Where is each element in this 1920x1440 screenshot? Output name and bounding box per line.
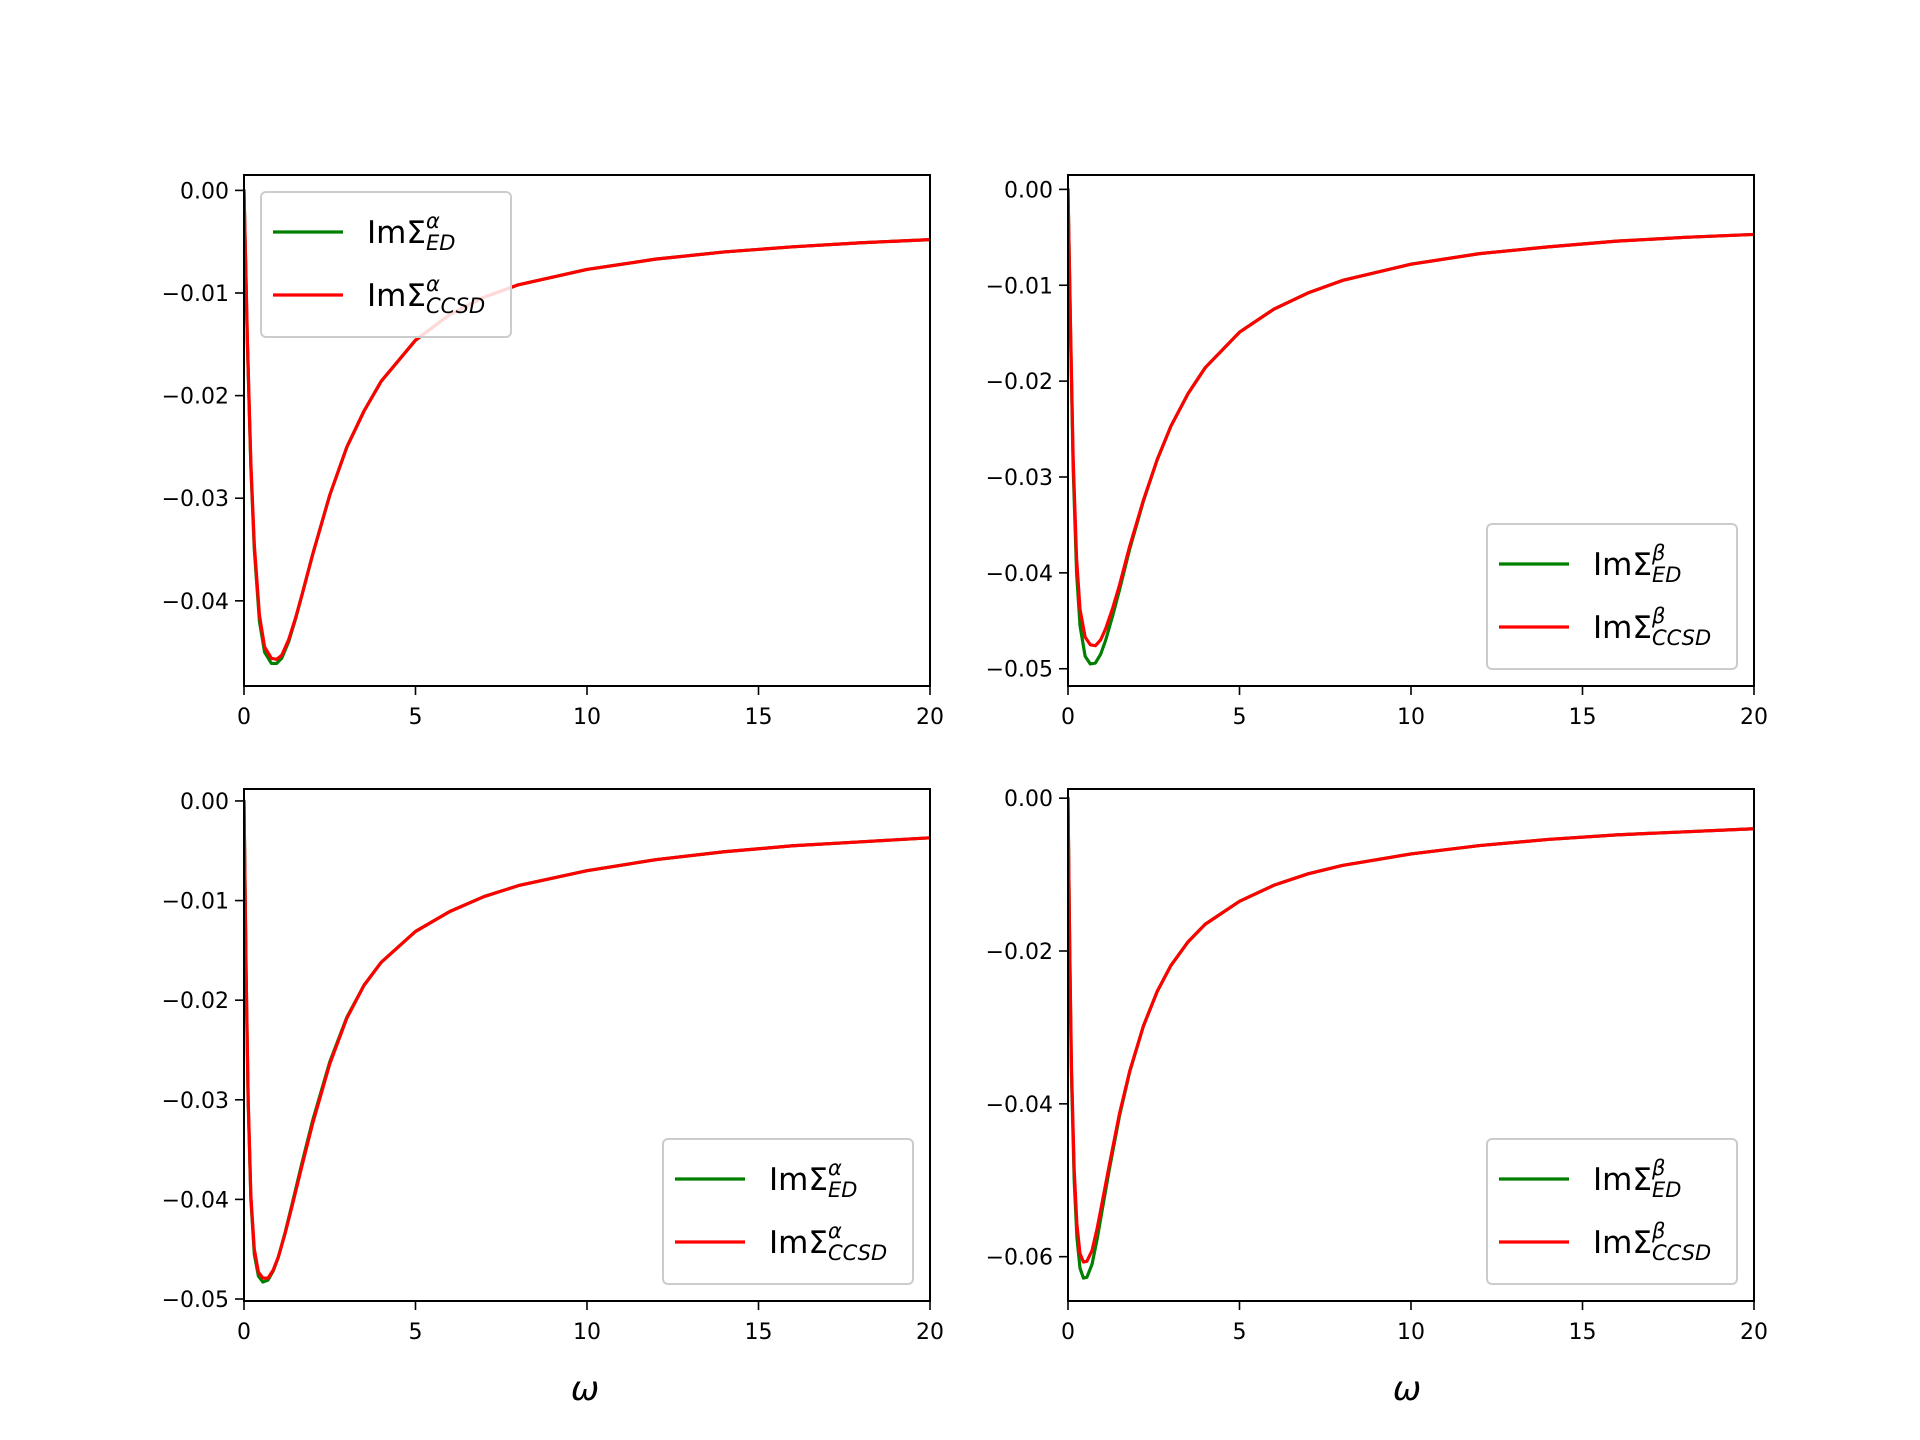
x-tick-label: 0 <box>237 705 251 730</box>
legend: ImΣα ED ImΣα CCSD <box>662 1138 914 1285</box>
y-tick-label: −0.06 <box>986 1246 1053 1271</box>
legend-entry: ImΣα ED <box>769 1156 857 1202</box>
legend-box <box>1486 523 1738 670</box>
legend: ImΣβ ED ImΣβ CCSD <box>1486 1138 1738 1285</box>
subplot-top-right: 0 5 10 15 20 0.00 −0.01 −0.02 −0.03 −0.04 −0.05 ImΣ… <box>986 174 1768 730</box>
x-tick-label: 0 <box>237 1320 251 1345</box>
x-axis-label: ω <box>1393 1369 1421 1409</box>
y-tick-label: −0.01 <box>162 282 229 307</box>
series-line-ccsd <box>244 188 930 661</box>
x-tick-label: 5 <box>1233 705 1247 730</box>
y-tick-label: −0.02 <box>162 989 229 1014</box>
x-tick-label: 20 <box>1740 1320 1768 1345</box>
series-line-ccsd <box>244 799 930 1280</box>
x-tick-label: 10 <box>1397 705 1425 730</box>
legend-box <box>1486 1138 1738 1285</box>
subplot-bottom-right: 0 5 10 15 20 0.00 −0.02 −0.04 −0.06 ImΣβ ED ImΣβ CCS… <box>986 787 1768 1345</box>
y-tick-label: −0.05 <box>162 1288 229 1313</box>
y-tick-label: −0.02 <box>986 370 1053 395</box>
x-tick-label: 10 <box>573 1320 601 1345</box>
legend-entry: ImΣβ CCSD <box>1593 1219 1711 1265</box>
legend-entry: ImΣβ CCSD <box>1593 604 1711 650</box>
legend-entry: ImΣα CCSD <box>367 272 485 318</box>
y-tick-label: −0.05 <box>986 658 1053 683</box>
y-tick-label: −0.03 <box>986 466 1053 491</box>
x-tick-label: 10 <box>1397 1320 1425 1345</box>
legend: ImΣα ED ImΣα CCSD <box>260 191 512 338</box>
series-line-ccsd <box>1068 187 1754 648</box>
y-tick-label: 0.00 <box>1004 178 1053 203</box>
y-tick-label: −0.04 <box>162 1188 229 1213</box>
legend-entry: ImΣβ ED <box>1593 541 1681 587</box>
x-tick-label: 5 <box>1233 1320 1247 1345</box>
x-tick-label: 15 <box>745 705 773 730</box>
y-tick-label: −0.04 <box>162 590 229 615</box>
x-tick-label: 15 <box>1569 705 1597 730</box>
y-tick-label: −0.01 <box>986 274 1053 299</box>
y-tick-label: 0.00 <box>1004 787 1053 812</box>
y-tick-label: −0.02 <box>986 940 1053 965</box>
y-tick-label: −0.01 <box>162 890 229 915</box>
legend-entry: ImΣα ED <box>367 209 455 255</box>
x-tick-label: 20 <box>916 705 944 730</box>
x-tick-label: 5 <box>409 1320 423 1345</box>
series-line-ccsd <box>1068 796 1754 1264</box>
y-tick-label: −0.03 <box>162 487 229 512</box>
x-axis-label: ω <box>571 1369 599 1409</box>
x-tick-label: 15 <box>745 1320 773 1345</box>
x-tick-label: 20 <box>1740 705 1768 730</box>
x-tick-label: 15 <box>1569 1320 1597 1345</box>
x-tick-label: 0 <box>1061 1320 1075 1345</box>
legend-box <box>662 1138 914 1285</box>
subplot-bottom-left: 0 5 10 15 20 0.00 −0.01 −0.02 −0.03 −0.04 −0.05 ImΣ… <box>162 788 944 1345</box>
legend-entry: ImΣα CCSD <box>769 1219 887 1265</box>
x-tick-label: 20 <box>916 1320 944 1345</box>
y-tick-label: −0.04 <box>986 1093 1053 1118</box>
x-tick-label: 5 <box>409 705 423 730</box>
x-tick-label: 10 <box>573 705 601 730</box>
legend-entry: ImΣβ ED <box>1593 1156 1681 1202</box>
y-tick-label: −0.02 <box>162 385 229 410</box>
legend: ImΣβ ED ImΣβ CCSD <box>1486 523 1738 670</box>
y-tick-label: −0.04 <box>986 562 1053 587</box>
y-tick-label: −0.03 <box>162 1089 229 1114</box>
legend-box <box>260 191 512 338</box>
x-tick-label: 0 <box>1061 705 1075 730</box>
y-tick-label: 0.00 <box>180 179 229 204</box>
y-tick-label: 0.00 <box>180 790 229 815</box>
